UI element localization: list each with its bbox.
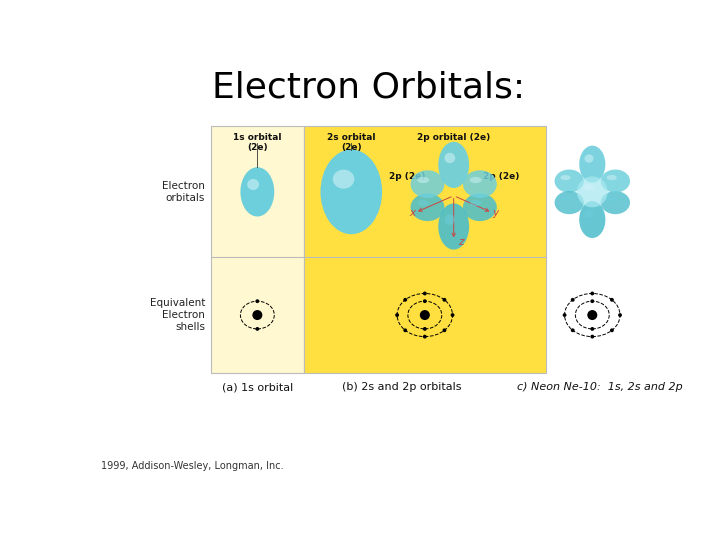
- Ellipse shape: [463, 170, 497, 198]
- Circle shape: [403, 328, 407, 332]
- Ellipse shape: [247, 179, 259, 190]
- Ellipse shape: [469, 200, 482, 206]
- Circle shape: [571, 328, 575, 332]
- Circle shape: [571, 298, 575, 302]
- Ellipse shape: [554, 191, 584, 214]
- Text: c) Neon Ne-10:  1s, 2s and 2p: c) Neon Ne-10: 1s, 2s and 2p: [517, 382, 683, 392]
- Ellipse shape: [607, 197, 617, 202]
- Circle shape: [590, 299, 594, 303]
- Ellipse shape: [585, 154, 593, 163]
- Ellipse shape: [588, 310, 598, 320]
- Ellipse shape: [607, 175, 617, 180]
- Text: z: z: [457, 237, 463, 247]
- Circle shape: [256, 299, 259, 303]
- Ellipse shape: [420, 310, 430, 320]
- Ellipse shape: [583, 184, 594, 191]
- Ellipse shape: [585, 210, 593, 218]
- Ellipse shape: [600, 191, 630, 214]
- Ellipse shape: [554, 170, 584, 193]
- Circle shape: [610, 298, 614, 302]
- Ellipse shape: [438, 204, 469, 249]
- Text: 2p (2e): 2p (2e): [390, 172, 426, 181]
- Ellipse shape: [438, 142, 469, 188]
- Ellipse shape: [560, 197, 571, 202]
- Circle shape: [443, 298, 446, 302]
- Circle shape: [423, 299, 427, 303]
- Ellipse shape: [560, 175, 571, 180]
- Text: x: x: [409, 208, 415, 218]
- Circle shape: [590, 292, 594, 295]
- Text: Equivalent
Electron
shells: Equivalent Electron shells: [150, 299, 205, 332]
- Circle shape: [443, 328, 446, 332]
- Text: 1999, Addison-Wesley, Longman, Inc.: 1999, Addison-Wesley, Longman, Inc.: [101, 461, 284, 471]
- Ellipse shape: [418, 177, 429, 183]
- Ellipse shape: [444, 153, 455, 163]
- Circle shape: [590, 327, 594, 331]
- Ellipse shape: [418, 200, 429, 206]
- Circle shape: [451, 313, 454, 317]
- Ellipse shape: [577, 177, 608, 207]
- Text: Electron
orbitals: Electron orbitals: [162, 181, 205, 202]
- Bar: [211, 126, 304, 373]
- Text: (b) 2s and 2p orbitals: (b) 2s and 2p orbitals: [342, 382, 462, 392]
- Circle shape: [395, 313, 399, 317]
- Circle shape: [256, 327, 259, 331]
- Text: (a) 1s orbital: (a) 1s orbital: [222, 382, 293, 392]
- Ellipse shape: [469, 177, 482, 183]
- Ellipse shape: [463, 193, 497, 221]
- Circle shape: [403, 298, 407, 302]
- Text: 1s orbital
(2e): 1s orbital (2e): [233, 132, 282, 152]
- Text: y: y: [492, 208, 498, 218]
- Bar: [304, 126, 546, 373]
- Circle shape: [423, 327, 427, 331]
- Circle shape: [618, 313, 622, 317]
- Ellipse shape: [320, 150, 382, 234]
- Ellipse shape: [333, 170, 354, 188]
- Ellipse shape: [410, 170, 444, 198]
- Ellipse shape: [579, 201, 606, 238]
- Circle shape: [610, 328, 614, 332]
- Circle shape: [562, 313, 567, 317]
- Ellipse shape: [579, 146, 606, 183]
- Ellipse shape: [444, 214, 455, 225]
- Text: Electron Orbitals:: Electron Orbitals:: [212, 71, 526, 105]
- Circle shape: [590, 335, 594, 339]
- Circle shape: [423, 335, 427, 339]
- Text: 2p (2e): 2p (2e): [483, 172, 520, 181]
- Circle shape: [423, 292, 427, 295]
- Text: 2s orbital
(2e): 2s orbital (2e): [327, 132, 376, 152]
- Text: 2p orbital (2e): 2p orbital (2e): [417, 132, 490, 141]
- Ellipse shape: [600, 170, 630, 193]
- Ellipse shape: [252, 310, 262, 320]
- Ellipse shape: [240, 167, 274, 217]
- Ellipse shape: [410, 193, 444, 221]
